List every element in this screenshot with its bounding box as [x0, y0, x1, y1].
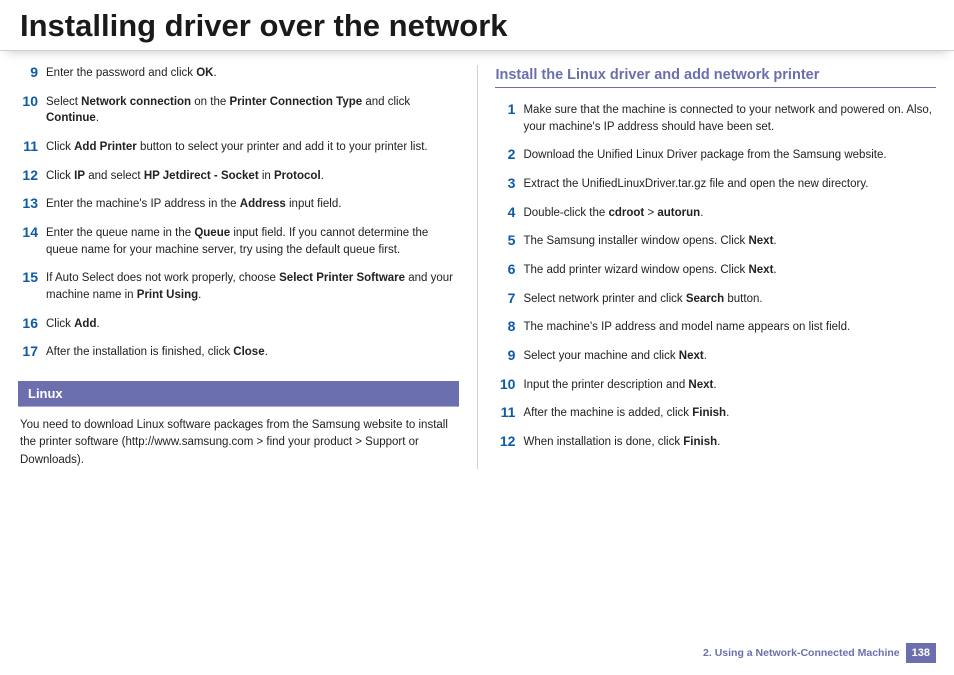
- step-text: Select Network connection on the Printer…: [46, 94, 459, 127]
- step-row: 15If Auto Select does not work properly,…: [18, 270, 459, 303]
- step-text: Enter the machine's IP address in the Ad…: [46, 196, 459, 213]
- step-row: 16Click Add.: [18, 316, 459, 333]
- step-row: 8The machine's IP address and model name…: [495, 319, 936, 336]
- step-text: Enter the password and click OK.: [46, 65, 459, 82]
- step-number: 10: [495, 377, 523, 392]
- step-number: 6: [495, 262, 523, 277]
- step-number: 11: [18, 139, 46, 154]
- step-number: 14: [18, 225, 46, 240]
- step-row: 11Click Add Printer button to select you…: [18, 139, 459, 156]
- step-number: 12: [18, 168, 46, 183]
- step-row: 5The Samsung installer window opens. Cli…: [495, 233, 936, 250]
- page-title: Installing driver over the network: [0, 0, 954, 51]
- step-row: 7Select network printer and click Search…: [495, 291, 936, 308]
- step-row: 2Download the Unified Linux Driver packa…: [495, 147, 936, 164]
- step-number: 12: [495, 434, 523, 449]
- step-number: 2: [495, 147, 523, 162]
- step-text: After the machine is added, click Finish…: [523, 405, 936, 422]
- step-row: 9Select your machine and click Next.: [495, 348, 936, 365]
- step-row: 6The add printer wizard window opens. Cl…: [495, 262, 936, 279]
- step-number: 17: [18, 344, 46, 359]
- right-steps-container: 1Make sure that the machine is connected…: [495, 102, 936, 451]
- step-row: 12Click IP and select HP Jetdirect - Soc…: [18, 168, 459, 185]
- step-text: Make sure that the machine is connected …: [523, 102, 936, 135]
- left-steps-container: 9Enter the password and click OK.10Selec…: [18, 65, 459, 361]
- step-text: Enter the queue name in the Queue input …: [46, 225, 459, 258]
- right-subheading: Install the Linux driver and add network…: [495, 67, 936, 88]
- step-row: 14Enter the queue name in the Queue inpu…: [18, 225, 459, 258]
- step-text: Select network printer and click Search …: [523, 291, 936, 308]
- step-number: 13: [18, 196, 46, 211]
- step-row: 13Enter the machine's IP address in the …: [18, 196, 459, 213]
- content-columns: 9Enter the password and click OK.10Selec…: [0, 65, 954, 469]
- step-number: 16: [18, 316, 46, 331]
- step-row: 4Double-click the cdroot > autorun.: [495, 205, 936, 222]
- footer-chapter: 2. Using a Network-Connected Machine: [703, 647, 900, 659]
- step-row: 3Extract the UnifiedLinuxDriver.tar.gz f…: [495, 176, 936, 193]
- step-text: If Auto Select does not work properly, c…: [46, 270, 459, 303]
- step-number: 3: [495, 176, 523, 191]
- footer-page-number: 138: [906, 643, 936, 663]
- linux-section-bar: Linux: [18, 381, 459, 407]
- step-text: After the installation is finished, clic…: [46, 344, 459, 361]
- step-row: 9Enter the password and click OK.: [18, 65, 459, 82]
- step-number: 1: [495, 102, 523, 117]
- step-row: 10Select Network connection on the Print…: [18, 94, 459, 127]
- step-text: Input the printer description and Next.: [523, 377, 936, 394]
- step-text: Extract the UnifiedLinuxDriver.tar.gz fi…: [523, 176, 936, 193]
- step-number: 5: [495, 233, 523, 248]
- page-footer: 2. Using a Network-Connected Machine 138: [703, 643, 936, 663]
- step-text: Click Add.: [46, 316, 459, 333]
- left-column: 9Enter the password and click OK.10Selec…: [18, 65, 459, 469]
- step-number: 11: [495, 405, 523, 420]
- step-text: Double-click the cdroot > autorun.: [523, 205, 936, 222]
- step-text: The machine's IP address and model name …: [523, 319, 936, 336]
- step-number: 15: [18, 270, 46, 285]
- step-text: The Samsung installer window opens. Clic…: [523, 233, 936, 250]
- step-text: Click IP and select HP Jetdirect - Socke…: [46, 168, 459, 185]
- step-number: 4: [495, 205, 523, 220]
- step-number: 9: [18, 65, 46, 80]
- step-number: 9: [495, 348, 523, 363]
- linux-section-text: You need to download Linux software pack…: [18, 417, 459, 469]
- step-row: 17After the installation is finished, cl…: [18, 344, 459, 361]
- right-column: Install the Linux driver and add network…: [495, 65, 936, 469]
- step-row: 1Make sure that the machine is connected…: [495, 102, 936, 135]
- step-text: The add printer wizard window opens. Cli…: [523, 262, 936, 279]
- step-text: Click Add Printer button to select your …: [46, 139, 459, 156]
- step-text: When installation is done, click Finish.: [523, 434, 936, 451]
- step-number: 10: [18, 94, 46, 109]
- step-row: 12When installation is done, click Finis…: [495, 434, 936, 451]
- step-number: 7: [495, 291, 523, 306]
- column-divider: [477, 65, 478, 469]
- step-text: Download the Unified Linux Driver packag…: [523, 147, 936, 164]
- step-row: 10Input the printer description and Next…: [495, 377, 936, 394]
- step-number: 8: [495, 319, 523, 334]
- step-text: Select your machine and click Next.: [523, 348, 936, 365]
- step-row: 11After the machine is added, click Fini…: [495, 405, 936, 422]
